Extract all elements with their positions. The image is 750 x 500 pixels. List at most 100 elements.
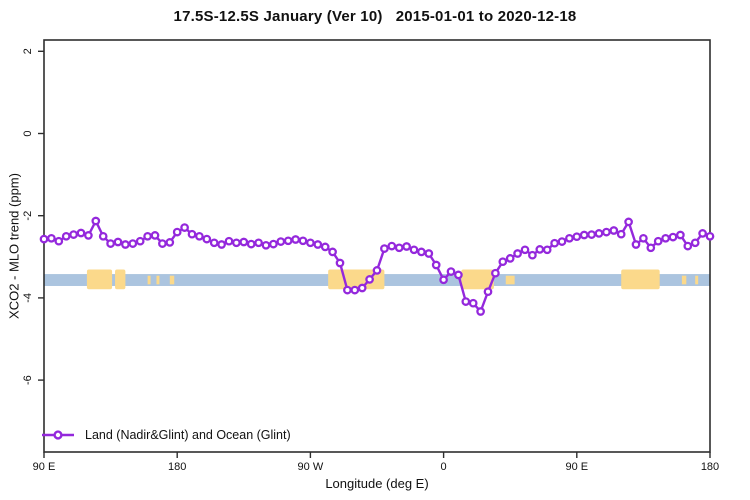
data-point <box>624 217 633 227</box>
legend: Land (Nadir&Glint) and Ocean (Glint) <box>40 428 291 442</box>
data-point <box>461 297 471 306</box>
data-point <box>320 242 330 252</box>
data-point <box>217 240 226 249</box>
data-point <box>698 229 707 238</box>
x-tick-label: 90 E <box>33 461 56 473</box>
data-point <box>343 285 352 295</box>
data-point <box>565 233 574 243</box>
data-point <box>195 231 204 241</box>
data-point <box>498 257 508 267</box>
data-point <box>172 227 182 237</box>
data-point <box>380 244 389 253</box>
data-point <box>446 267 456 276</box>
data-point <box>417 247 426 257</box>
data-point <box>594 229 604 238</box>
data-point <box>328 247 337 257</box>
data-point <box>631 240 641 249</box>
data-point <box>365 275 374 284</box>
x-tick-label: 180 <box>168 461 186 473</box>
data-point <box>150 231 160 240</box>
land-patch <box>86 269 113 290</box>
data-point <box>135 236 145 246</box>
data-point <box>276 237 286 246</box>
land-patch <box>461 269 494 290</box>
data-point <box>298 236 308 246</box>
data-point <box>254 238 263 248</box>
data-point <box>76 228 86 238</box>
data-point <box>690 238 700 248</box>
data-point <box>542 245 552 255</box>
data-point <box>224 236 234 246</box>
data-point <box>602 227 611 237</box>
data-point <box>350 285 360 295</box>
data-point <box>683 241 693 251</box>
data-point <box>402 242 411 251</box>
data-point <box>246 239 256 249</box>
data-point <box>335 258 345 268</box>
data-point <box>372 266 382 275</box>
data-point <box>394 243 404 253</box>
data-point <box>468 298 478 308</box>
data-point <box>454 270 463 280</box>
data-point <box>202 234 212 244</box>
legend-label: Land (Nadir&Glint) and Ocean (Glint) <box>85 428 291 442</box>
y-tick-label: -2 <box>22 211 34 221</box>
data-point <box>409 245 419 255</box>
data-point <box>54 236 64 246</box>
x-tick-label: 90 W <box>298 461 324 473</box>
data-point <box>483 287 493 297</box>
data-point <box>187 229 197 239</box>
island-patch <box>681 275 687 285</box>
y-axis-title: XCO2 - MLO trend (ppm) <box>6 173 22 319</box>
data-point <box>557 237 567 246</box>
data-point <box>128 239 138 248</box>
data-point <box>550 238 559 248</box>
data-point <box>491 268 500 278</box>
data-point <box>424 249 434 258</box>
data-point <box>572 232 582 242</box>
data-point <box>69 230 78 239</box>
x-tick-label: 180 <box>701 461 719 473</box>
data-point <box>653 236 663 246</box>
data-point <box>313 240 323 249</box>
island-patch <box>695 275 699 285</box>
data-point <box>668 232 678 242</box>
data-point <box>209 238 219 248</box>
data-point <box>476 307 485 316</box>
island-patch <box>505 275 515 285</box>
data-point <box>98 231 108 241</box>
data-point <box>113 237 123 247</box>
data-point <box>47 233 56 243</box>
data-point <box>121 240 130 249</box>
land-patch <box>115 269 126 290</box>
data-point <box>528 250 537 260</box>
data-point <box>84 231 93 240</box>
data-point <box>283 236 293 246</box>
data-point <box>616 229 626 239</box>
data-point <box>239 237 249 247</box>
data-point <box>609 226 619 235</box>
island-patch <box>147 275 151 285</box>
land-patch <box>621 269 660 290</box>
data-point <box>158 239 167 248</box>
y-tick-label: -6 <box>22 375 34 385</box>
data-point <box>535 245 545 254</box>
data-point <box>165 238 175 247</box>
plot-frame <box>43 39 711 453</box>
data-point <box>579 230 589 240</box>
y-tick-label: 0 <box>22 130 34 136</box>
data-point <box>106 239 115 248</box>
data-point <box>91 216 101 226</box>
data-point <box>439 275 448 285</box>
data-point <box>357 283 367 293</box>
data-point <box>291 235 300 244</box>
data-point <box>261 240 271 250</box>
data-point <box>676 230 685 240</box>
data-point <box>180 223 189 232</box>
chart-title: 17.5S-12.5S January (Ver 10) 2015-01-01 … <box>173 8 577 25</box>
data-point <box>269 239 278 249</box>
data-point <box>143 231 152 241</box>
data-point <box>431 260 441 270</box>
